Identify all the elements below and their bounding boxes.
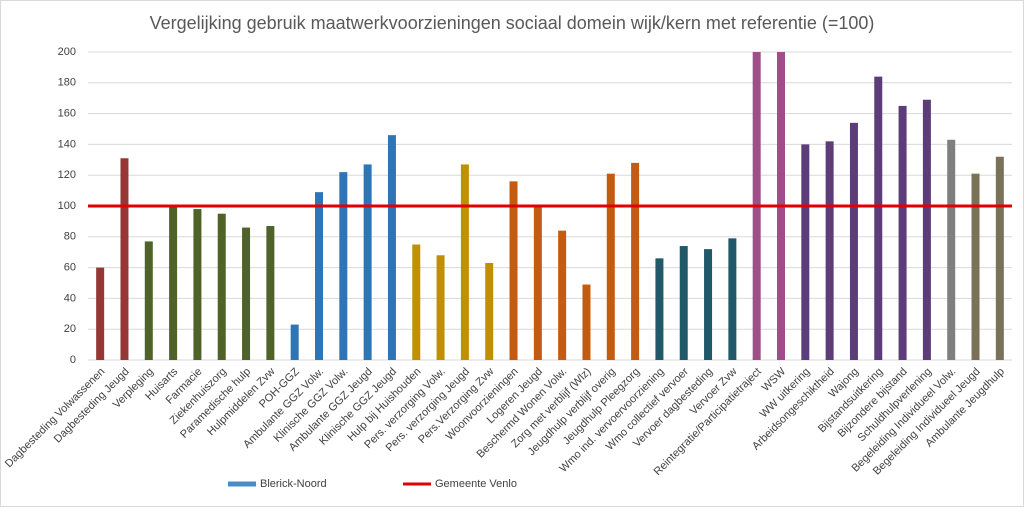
bar — [631, 162, 640, 360]
y-tick-label: 140 — [58, 138, 76, 150]
legend-label: Blerick-Noord — [260, 478, 327, 490]
bar — [242, 227, 251, 360]
bar — [849, 122, 858, 360]
bar — [922, 99, 931, 361]
y-tick-label: 60 — [64, 262, 76, 274]
y-tick-label: 160 — [58, 108, 76, 120]
bar — [460, 164, 469, 360]
bar — [363, 164, 372, 360]
bar — [947, 139, 956, 360]
bar — [509, 181, 518, 360]
bar — [169, 206, 178, 360]
bar — [582, 284, 591, 360]
y-tick-label: 0 — [70, 354, 76, 366]
bar — [120, 158, 129, 360]
bar — [728, 238, 737, 360]
y-tick-label: 200 — [58, 46, 76, 58]
bar — [217, 213, 226, 360]
bar — [485, 262, 494, 360]
bar — [606, 173, 615, 360]
bar — [801, 144, 810, 360]
bar — [679, 246, 688, 360]
y-tick-label: 120 — [58, 169, 76, 181]
bar — [290, 324, 299, 360]
bar — [971, 173, 980, 360]
bar — [96, 267, 105, 360]
bar — [655, 258, 664, 360]
bar — [533, 206, 542, 360]
bar — [266, 226, 275, 360]
bar — [436, 255, 445, 360]
y-tick-label: 180 — [58, 77, 76, 89]
bar — [387, 135, 396, 360]
y-tick-label: 80 — [64, 231, 76, 243]
y-tick-label: 100 — [58, 200, 76, 212]
bar — [825, 141, 834, 360]
bar — [898, 105, 907, 361]
bar — [193, 209, 202, 360]
bar — [558, 230, 567, 360]
bar — [412, 244, 421, 360]
y-tick-label: 40 — [64, 292, 76, 304]
chart-title: Vergelijking gebruik maatwerkvoorziening… — [150, 13, 875, 33]
bar — [995, 156, 1004, 360]
bar — [704, 249, 713, 360]
legend-label: Gemeente Venlo — [435, 478, 517, 490]
bar — [315, 192, 323, 360]
y-tick-label: 20 — [64, 323, 76, 335]
bar — [144, 241, 153, 360]
bar — [339, 172, 348, 360]
bar — [874, 76, 883, 360]
